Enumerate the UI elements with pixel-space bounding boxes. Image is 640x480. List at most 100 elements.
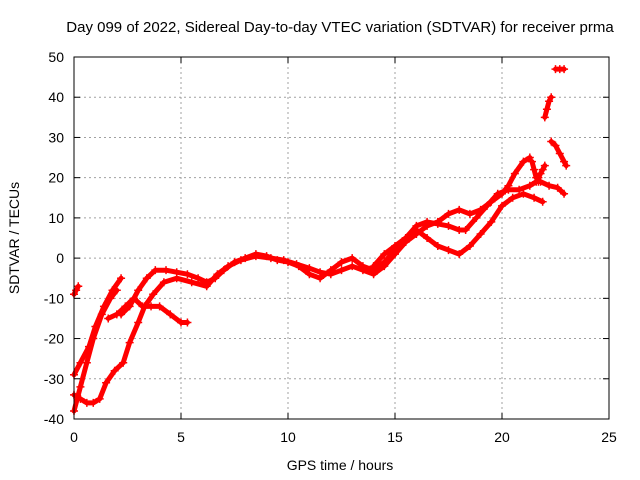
data-point xyxy=(326,266,335,275)
data-point xyxy=(125,302,134,311)
series-line xyxy=(71,155,533,406)
data-point xyxy=(134,286,143,295)
chart-title: Day 099 of 2022, Sidereal Day-to-day VTE… xyxy=(66,19,614,36)
plot-frame xyxy=(73,56,610,420)
data-point xyxy=(305,270,314,279)
x-tick-label: 25 xyxy=(601,429,617,445)
x-tick-label: 0 xyxy=(70,429,78,445)
data-point xyxy=(74,282,83,291)
data-point xyxy=(294,262,303,271)
data-point xyxy=(187,278,196,287)
data-point xyxy=(483,201,492,210)
data-point xyxy=(444,209,453,218)
data-point xyxy=(545,97,554,106)
y-tick-label: 0 xyxy=(56,250,64,266)
series-line xyxy=(542,94,554,120)
data-point xyxy=(547,137,556,146)
data-point xyxy=(542,105,551,114)
data-point xyxy=(455,250,464,259)
data-point xyxy=(401,234,410,242)
data-point xyxy=(555,149,564,158)
data-point xyxy=(102,378,111,387)
data-series xyxy=(70,65,571,415)
data-point xyxy=(95,394,104,403)
data-point xyxy=(534,177,543,186)
data-point xyxy=(472,213,481,222)
gridlines xyxy=(74,57,609,419)
data-point xyxy=(251,250,260,259)
series-line xyxy=(529,159,541,185)
data-point xyxy=(162,266,171,275)
data-point xyxy=(455,205,464,214)
data-point xyxy=(423,217,432,226)
data-point xyxy=(241,254,250,263)
data-point xyxy=(538,197,547,206)
series-track-10 xyxy=(547,137,571,170)
series-line xyxy=(535,163,548,181)
x-tick-label: 10 xyxy=(280,429,296,445)
data-point xyxy=(560,157,569,166)
data-point xyxy=(89,398,98,407)
data-point xyxy=(117,310,126,319)
data-point xyxy=(151,266,160,275)
data-point xyxy=(76,382,85,391)
data-point xyxy=(155,302,164,311)
data-point xyxy=(433,242,442,251)
data-point xyxy=(504,185,513,194)
x-axis-label: GPS time / hours xyxy=(287,457,394,473)
data-point xyxy=(487,217,496,226)
data-point xyxy=(219,266,228,275)
data-point xyxy=(110,366,119,375)
series-track-11 xyxy=(540,93,556,122)
data-point xyxy=(444,246,453,255)
data-point xyxy=(337,258,346,267)
x-tick-label: 5 xyxy=(177,429,185,445)
data-point xyxy=(380,258,389,267)
data-point xyxy=(498,201,506,210)
data-point xyxy=(125,338,134,347)
data-point xyxy=(211,274,220,283)
data-point xyxy=(510,169,519,178)
data-point xyxy=(536,169,545,178)
series-track-9 xyxy=(536,177,569,198)
data-point xyxy=(493,189,502,198)
data-point xyxy=(540,113,549,122)
data-point xyxy=(530,165,539,174)
data-point xyxy=(142,274,151,283)
data-point xyxy=(545,181,554,190)
data-point xyxy=(117,274,126,283)
y-tick-label: 10 xyxy=(48,210,64,226)
data-point xyxy=(547,93,556,102)
data-point xyxy=(134,318,143,327)
x-tick-label: 20 xyxy=(494,429,510,445)
y-tick-label: -40 xyxy=(44,411,64,427)
data-point xyxy=(562,161,571,170)
data-point xyxy=(273,256,282,265)
data-point xyxy=(553,183,562,192)
data-point xyxy=(461,225,470,234)
data-point xyxy=(149,290,158,299)
data-point xyxy=(230,258,239,267)
y-tick-label: 50 xyxy=(48,49,64,65)
data-point xyxy=(348,254,357,263)
data-point xyxy=(97,310,106,319)
y-tick-label: 30 xyxy=(48,129,64,145)
data-point xyxy=(551,141,560,150)
data-point xyxy=(82,358,91,367)
data-point xyxy=(508,193,517,202)
y-tick-label: -30 xyxy=(44,371,64,387)
data-point xyxy=(172,268,181,277)
data-point xyxy=(391,242,399,251)
data-point xyxy=(183,270,192,279)
data-point xyxy=(525,181,534,190)
y-axis-label: SDTVAR / TECUs xyxy=(6,182,22,294)
series-track-1 xyxy=(70,282,83,299)
y-tick-label: -10 xyxy=(44,290,64,306)
data-point xyxy=(525,153,534,162)
y-tick-label: 20 xyxy=(48,170,64,186)
data-point xyxy=(380,250,389,259)
data-point xyxy=(76,394,85,403)
data-point xyxy=(138,302,147,311)
data-point xyxy=(104,314,113,323)
data-point xyxy=(476,229,485,238)
